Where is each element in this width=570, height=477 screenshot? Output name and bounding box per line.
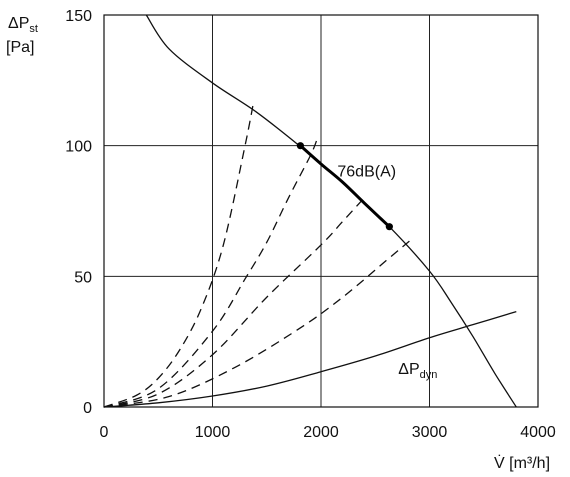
dynamic-pressure-label: ΔPdyn [398, 361, 437, 381]
operating-range-line [299, 144, 391, 228]
x-tick-label: 1000 [195, 424, 231, 441]
y-axis-label: ΔPst [8, 15, 38, 35]
system-curve-3 [103, 194, 368, 408]
x-tick-label: 0 [100, 424, 109, 441]
dynamic-pressure-curve [103, 310, 517, 408]
system-curve-4 [103, 239, 412, 408]
system-curve-2 [103, 140, 318, 408]
system-curve-1 [103, 101, 255, 408]
x-tick-label: 2000 [303, 424, 339, 441]
grid [103, 14, 539, 408]
x-axis-label: V̇ [m³/h] [494, 454, 550, 472]
y-axis-unit: [Pa] [6, 39, 34, 56]
plot-frame [103, 14, 539, 408]
y-tick-label: 0 [83, 400, 92, 417]
operating-point [296, 142, 304, 150]
y-tick-label: 50 [74, 269, 92, 286]
operating-point [385, 223, 393, 231]
highlight-label: 76dB(A) [337, 164, 396, 181]
fan-curve [145, 14, 517, 408]
x-tick-label: 3000 [412, 424, 448, 441]
tick-labels: 0 1000 2000 3000 4000 0 50 100 150 [65, 8, 556, 441]
y-tick-label: 150 [65, 8, 92, 25]
series-layer [103, 14, 517, 408]
y-tick-label: 100 [65, 139, 92, 156]
x-tick-label: 4000 [520, 424, 556, 441]
plot-border [103, 14, 539, 408]
